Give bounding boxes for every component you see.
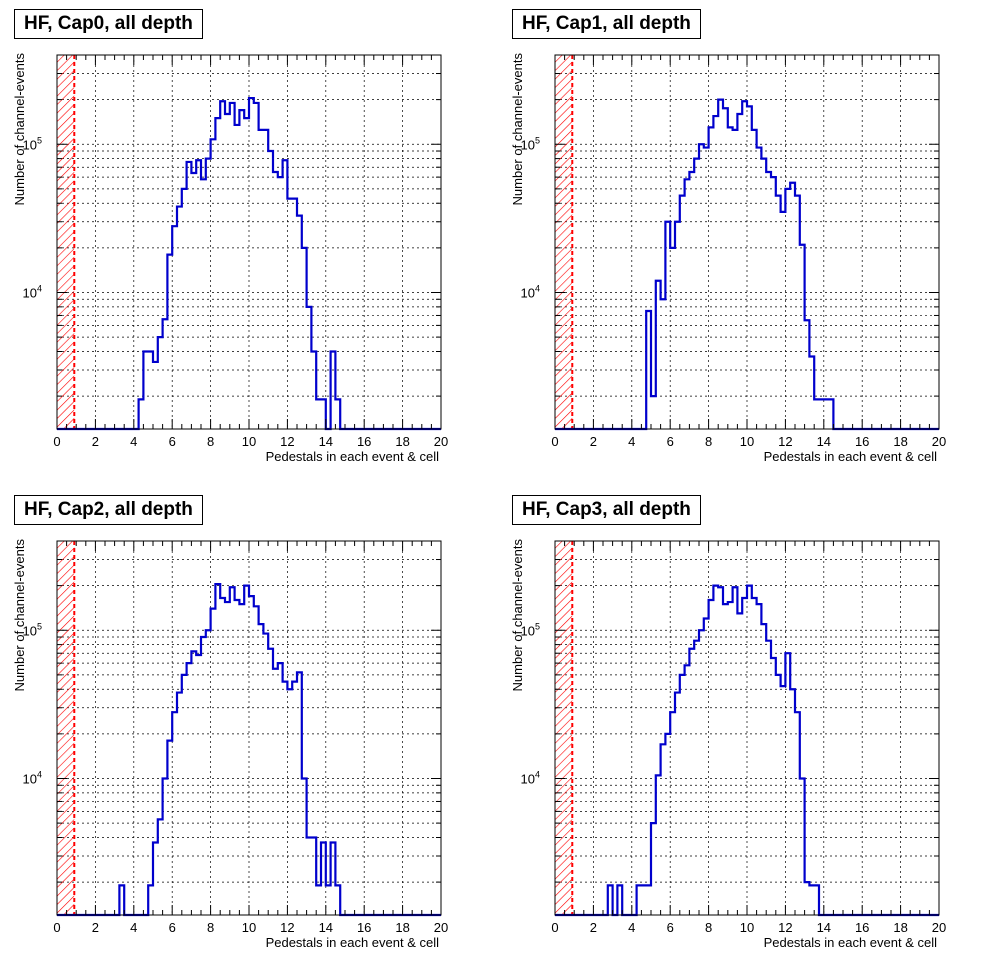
x-tick-label: 4 (628, 434, 635, 449)
x-tick-label: 18 (893, 434, 907, 449)
x-tick-label: 10 (242, 434, 256, 449)
chart-title: HF, Cap3, all depth (512, 495, 701, 525)
chart-title: HF, Cap1, all depth (512, 9, 701, 39)
x-tick-label: 2 (92, 920, 99, 935)
x-axis-label: Pedestals in each event & cell (266, 449, 440, 464)
x-tick-label: 18 (395, 434, 409, 449)
x-tick-label: 10 (740, 434, 754, 449)
x-tick-label: 10 (242, 920, 256, 935)
x-tick-label: 20 (434, 920, 448, 935)
x-tick-label: 16 (855, 920, 869, 935)
histogram-series (555, 98, 939, 431)
y-axis-label: Number of channel-events (12, 53, 27, 206)
cut-region-hatch (555, 55, 573, 429)
x-tick-label: 4 (130, 434, 137, 449)
cut-region-hatch (57, 541, 75, 915)
x-tick-label: 14 (817, 920, 831, 935)
x-tick-label: 6 (169, 920, 176, 935)
y-axis-label: Number of channel-events (510, 53, 525, 206)
x-tick-label: 12 (778, 434, 792, 449)
x-tick-label: 0 (53, 434, 60, 449)
y-tick-label: 105 (521, 621, 540, 638)
x-tick-label: 18 (893, 920, 907, 935)
chart-title: HF, Cap2, all depth (14, 495, 203, 525)
x-axis-label: Pedestals in each event & cell (764, 449, 938, 464)
x-tick-label: 10 (740, 920, 754, 935)
x-axis-label: Pedestals in each event & cell (266, 935, 440, 950)
y-tick-label: 104 (23, 283, 42, 300)
histogram-series (57, 582, 441, 917)
x-tick-label: 20 (434, 434, 448, 449)
x-tick-label: 6 (169, 434, 176, 449)
chart-panel-cap1: 0 2 4 6 8 10 12 14 16 18 20 104 105 Pedestals in each… (498, 0, 996, 486)
histogram-series (57, 96, 441, 431)
x-tick-label: 4 (130, 920, 137, 935)
x-tick-label: 18 (395, 920, 409, 935)
x-tick-label: 14 (817, 434, 831, 449)
x-tick-label: 8 (207, 434, 214, 449)
x-tick-label: 16 (357, 920, 371, 935)
y-tick-label: 104 (521, 769, 540, 786)
chart-plot-cap3: 0 2 4 6 8 10 12 14 16 18 20 104 105 Pedestals in each… (510, 539, 946, 950)
chart-panel-cap0: 0 2 4 6 8 10 12 14 16 18 20 104 105 Pedestals in each… (0, 0, 498, 486)
x-tick-label: 14 (319, 920, 333, 935)
x-tick-label: 0 (551, 920, 558, 935)
chart-plot-cap0: 0 2 4 6 8 10 12 14 16 18 20 104 105 Pedestals in each… (12, 53, 448, 464)
x-tick-label: 20 (932, 920, 946, 935)
histogram-series (555, 584, 939, 917)
x-tick-label: 20 (932, 434, 946, 449)
x-tick-label: 12 (778, 920, 792, 935)
x-tick-label: 8 (705, 434, 712, 449)
x-tick-label: 12 (280, 434, 294, 449)
x-tick-label: 6 (667, 920, 674, 935)
y-tick-label: 105 (23, 621, 42, 638)
x-tick-label: 2 (92, 434, 99, 449)
chart-plot-cap1: 0 2 4 6 8 10 12 14 16 18 20 104 105 Pedestals in each… (510, 53, 946, 464)
chart-panel-cap2: 0 2 4 6 8 10 12 14 16 18 20 104 105 Pedestals in each… (0, 486, 498, 972)
x-tick-label: 0 (551, 434, 558, 449)
y-axis-label: Number of channel-events (510, 539, 525, 692)
x-tick-label: 4 (628, 920, 635, 935)
chart-panel-cap3: 0 2 4 6 8 10 12 14 16 18 20 104 105 Pedestals in each… (498, 486, 996, 972)
x-tick-label: 14 (319, 434, 333, 449)
x-tick-label: 2 (590, 920, 597, 935)
chart-plot-cap2: 0 2 4 6 8 10 12 14 16 18 20 104 105 Pedestals in each… (12, 539, 448, 950)
x-tick-label: 16 (855, 434, 869, 449)
cut-region-hatch (555, 541, 573, 915)
y-tick-label: 104 (521, 283, 540, 300)
x-tick-label: 12 (280, 920, 294, 935)
x-tick-label: 0 (53, 920, 60, 935)
x-tick-label: 2 (590, 434, 597, 449)
x-tick-label: 6 (667, 434, 674, 449)
x-tick-label: 8 (705, 920, 712, 935)
y-tick-label: 105 (521, 135, 540, 152)
x-axis-label: Pedestals in each event & cell (764, 935, 938, 950)
x-tick-label: 8 (207, 920, 214, 935)
y-tick-label: 104 (23, 769, 42, 786)
y-axis-label: Number of channel-events (12, 539, 27, 692)
x-tick-label: 16 (357, 434, 371, 449)
y-tick-label: 105 (23, 135, 42, 152)
cut-region-hatch (57, 55, 75, 429)
chart-title: HF, Cap0, all depth (14, 9, 203, 39)
